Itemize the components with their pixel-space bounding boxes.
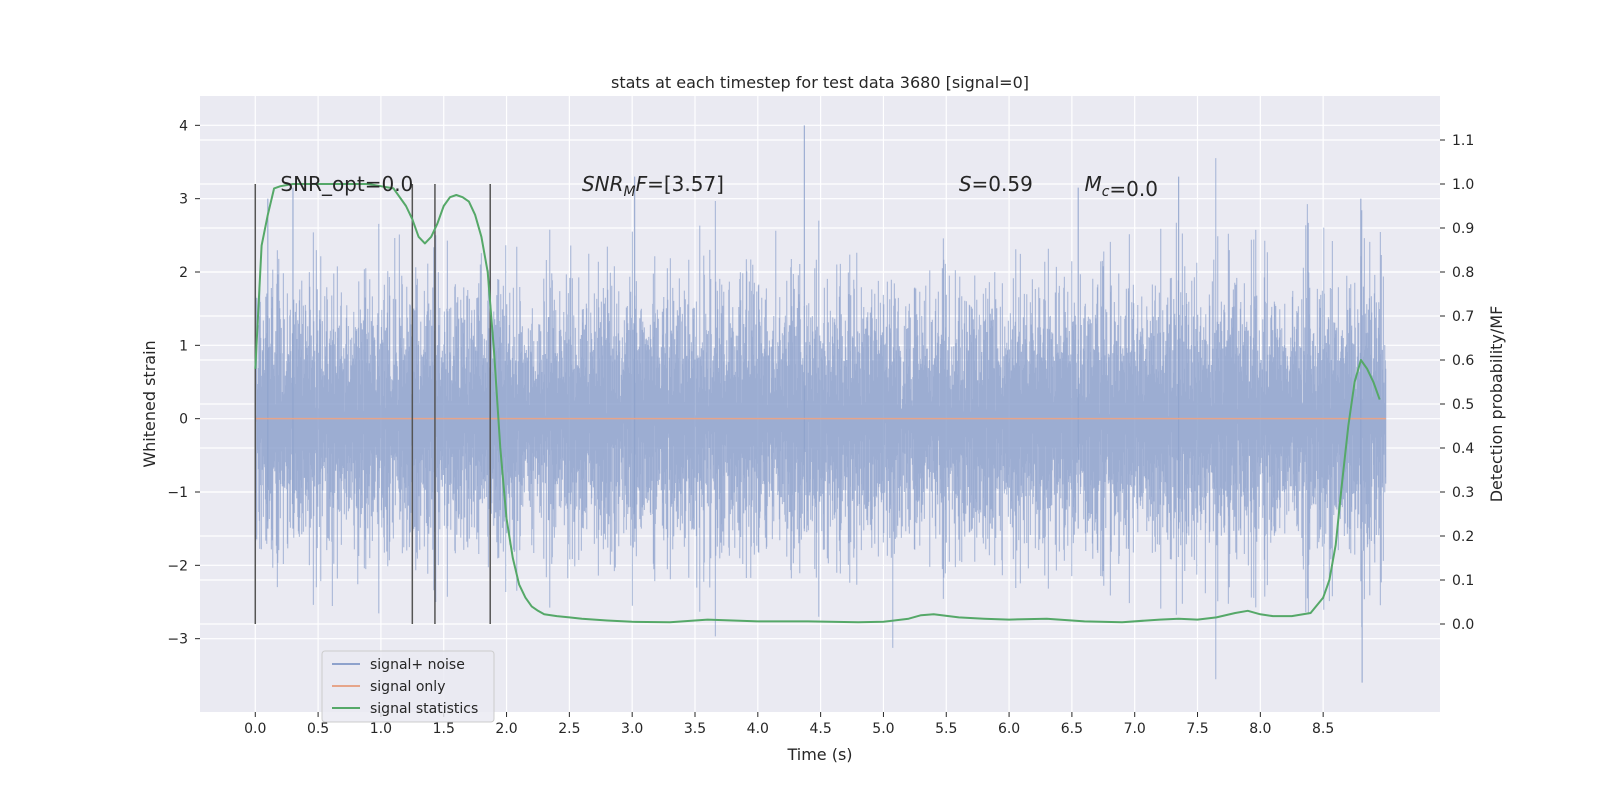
y-right-tick-label-9: 0.9 [1452,221,1474,237]
x-tick-label-9: 4.5 [809,721,831,737]
x-tick-label-17: 8.5 [1312,721,1334,737]
annotation-3: Mc=0.0 [1084,172,1158,201]
y-right-tick-label-0: 0.0 [1452,617,1474,633]
annotations: SNR_opt=0.0 SNRMF=[3.57] S=0.59 Mc=0.0 [280,172,1158,201]
x-tick-label-7: 3.5 [684,721,706,737]
y-right-tick-label-2: 0.2 [1452,529,1474,545]
y-left-tick-label-3: 0 [179,412,188,428]
x-tick-label-11: 5.5 [935,721,957,737]
legend-box [321,650,495,723]
x-tick-label-13: 6.5 [1061,721,1083,737]
x-tick-label-2: 1.0 [370,721,392,737]
y-left-axis-ticks: −3 −2 −1 0 1 2 3 4 [167,118,200,648]
y-right-tick-label-11: 1.1 [1452,133,1474,149]
y-right-tick-label-6: 0.6 [1452,353,1474,369]
y-right-tick-label-7: 0.7 [1452,309,1474,325]
y-right-tick-label-1: 0.1 [1452,573,1474,589]
chart-title: stats at each timestep for test data 368… [611,73,1029,92]
legend-label-signal-statistics: signal statistics [370,701,478,717]
x-tick-label-10: 5.0 [872,721,894,737]
x-axis-ticks: 0.0 0.5 1.0 1.5 2.0 2.5 3.0 3.5 4.0 4.5 5.0 5.5 6.0 6… [244,712,1334,737]
x-tick-label-14: 7.0 [1124,721,1146,737]
y-left-axis-label: Whitened strain [140,340,159,467]
vertical-markers [254,184,491,624]
y-right-tick-label-8: 0.8 [1452,265,1474,281]
y-left-tick-label-1: −2 [167,558,188,574]
y-right-axis-label: Detection probability/MF [1487,306,1506,503]
legend-label-signal-plus-noise: signal+ noise [370,657,465,673]
y-left-tick-label-2: −1 [167,485,188,501]
legend-label-signal-only: signal only [370,679,445,695]
x-tick-label-5: 2.5 [558,721,580,737]
y-right-tick-label-5: 0.5 [1452,397,1474,413]
x-tick-label-3: 1.5 [433,721,455,737]
legend: signal+ noise signal only signal statist… [321,650,495,723]
annotation-1: SNRMF=[3.57] [582,172,724,200]
y-right-tick-label-10: 1.0 [1452,177,1474,193]
y-right-tick-label-3: 0.3 [1452,485,1474,501]
x-tick-label-12: 6.0 [998,721,1020,737]
x-tick-label-6: 3.0 [621,721,643,737]
x-tick-label-15: 7.5 [1186,721,1208,737]
series-signal-statistics [254,183,1381,624]
y-right-axis-ticks: 0.0 0.1 0.2 0.3 0.4 0.5 0.6 0.7 0.8 0.9 1.0 1.1 [1440,133,1474,633]
y-left-tick-label-0: −3 [167,632,188,648]
annotation-0: SNR_opt=0.0 [280,172,413,196]
y-left-tick-label-7: 4 [179,118,188,134]
x-tick-label-16: 8.0 [1249,721,1271,737]
y-left-tick-label-5: 2 [179,265,188,281]
y-left-tick-label-4: 1 [179,338,188,354]
x-axis-label: Time (s) [786,745,852,764]
annotation-2: S=0.59 [959,172,1033,196]
x-tick-label-4: 2.0 [495,721,517,737]
x-tick-label-8: 4.0 [747,721,769,737]
x-tick-label-1: 0.5 [307,721,329,737]
y-right-tick-label-4: 0.4 [1452,441,1474,457]
y-left-tick-label-6: 3 [179,192,188,208]
x-tick-label-0: 0.0 [244,721,266,737]
signal-statistics-line [254,183,1381,624]
